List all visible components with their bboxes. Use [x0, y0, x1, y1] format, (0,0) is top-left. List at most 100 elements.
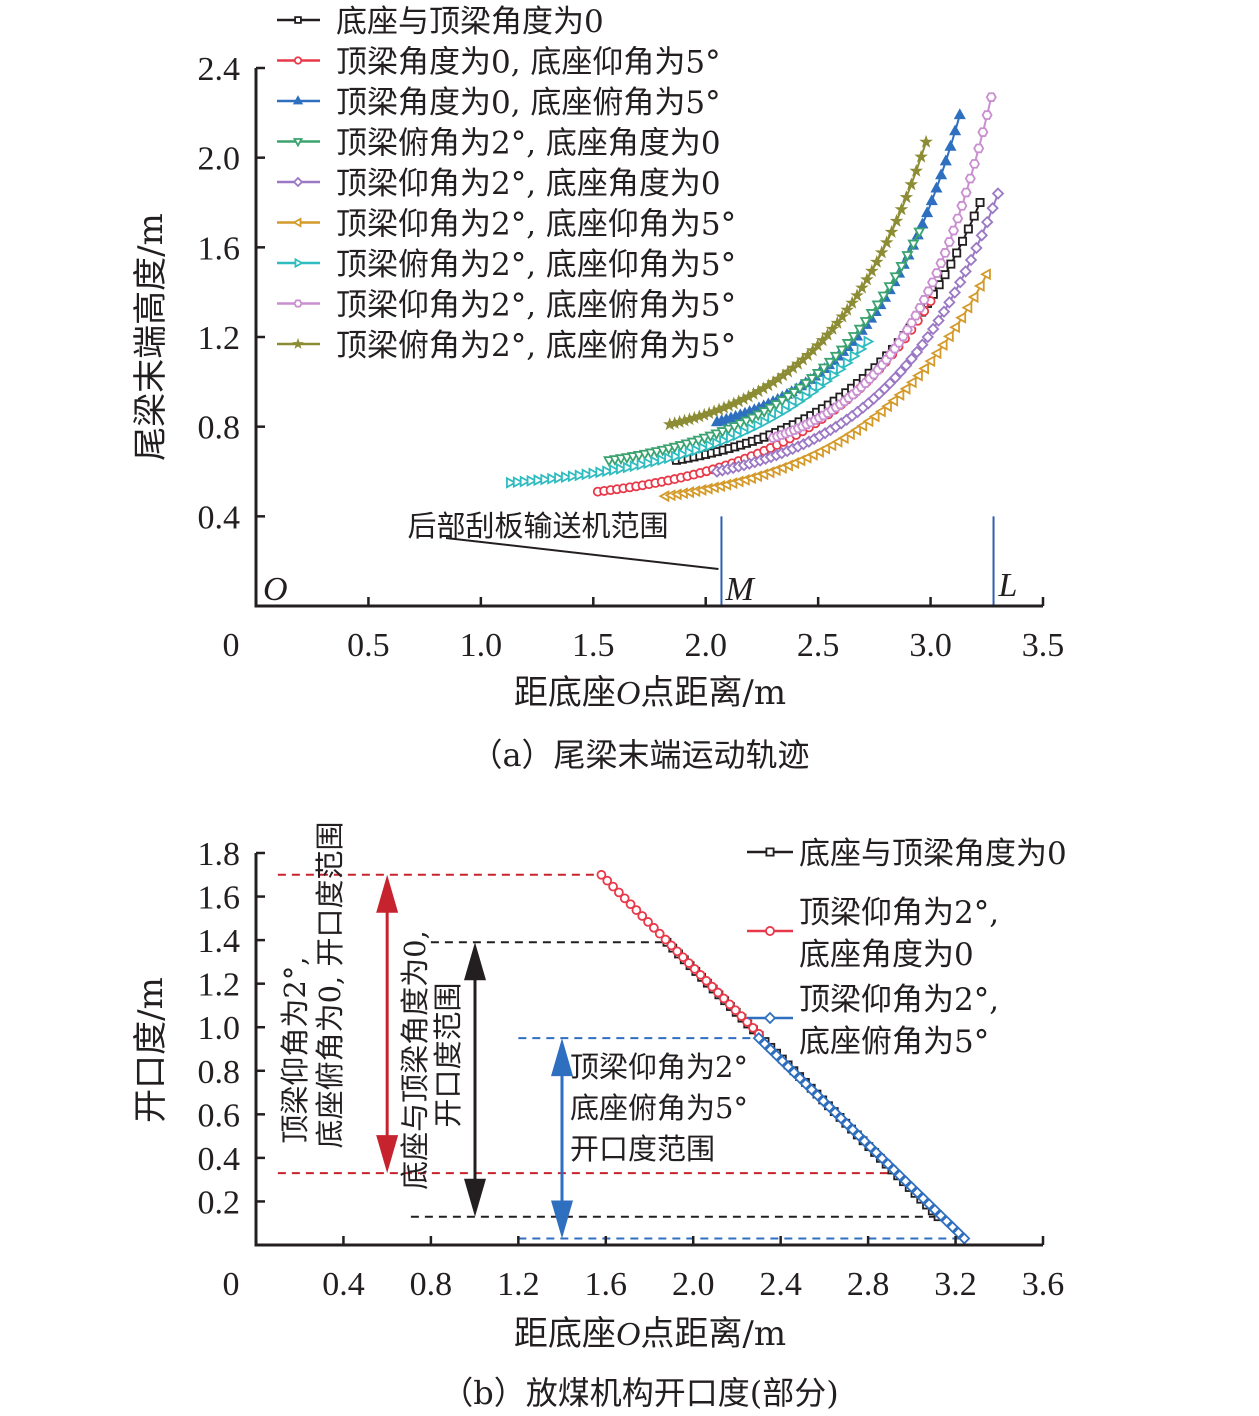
chart-a-data-point: [948, 286, 962, 299]
chart-a-data-point: [868, 410, 880, 423]
chart-a-data-point: [856, 342, 868, 355]
chart-b-data-point: [724, 999, 735, 1010]
chart-a-data-point: [935, 168, 948, 180]
chart-b-series-1: [596, 869, 764, 1039]
chart-a-data-point: [781, 404, 792, 417]
chart-b-legend-label-line: 底座俯角为5°: [799, 1024, 989, 1060]
range-marker-blue: 顶梁仰角为2° 底座俯角为5° 开口度范围: [518, 1037, 965, 1240]
chart-a-legend-label: 顶梁俯角为2°, 底座角度为0: [336, 126, 721, 162]
chart-b-data-point: [752, 1031, 765, 1045]
chart-b-data-point: [846, 1123, 859, 1136]
chart-a-data-point: [732, 429, 744, 442]
chart-a-data-point: [726, 431, 737, 444]
chart-a-data-point: [942, 330, 954, 343]
chart-a-data-point: [691, 444, 703, 457]
chart-a-data-point: [939, 154, 952, 166]
chart-b-legend-item: 顶梁仰角为2°, 底座俯角为5°: [747, 982, 999, 1060]
conveyor-range-label: 后部刮板输送机范围: [407, 509, 668, 543]
chart-a-data-point: [918, 295, 930, 305]
chart-a-data-point: [820, 327, 835, 341]
chart-b-data-point: [893, 1169, 906, 1182]
chart-a-data-point: [930, 347, 942, 360]
chart-a-data-point: [843, 428, 855, 441]
chart-a-legend: 底座与顶梁角度为0 顶梁角度为0, 底座仰角为5° 顶梁角度为0, 底座俯角为5° 顶…: [277, 4, 736, 364]
chart-a-legend-item: 顶梁仰角为2°, 底座角度为0: [277, 166, 721, 202]
chart-b-data-point: [649, 922, 659, 933]
chart-a-data-point: [686, 437, 699, 449]
chart-a-data-point: [746, 413, 759, 425]
chart-b-data-point: [608, 881, 618, 892]
chart-a-data-point: [739, 425, 751, 439]
chart-a-data-point: [910, 310, 922, 321]
chart-a-data-point: [953, 108, 966, 120]
chart-a-data-point: [849, 349, 861, 363]
chart-a-ylabel: 尾梁末端高度/m: [131, 213, 171, 461]
chart-a-data-point: [883, 282, 896, 294]
chart-b-data-point: [776, 1054, 789, 1068]
chart-a-legend-item: 顶梁角度为0, 底座仰角为5°: [277, 45, 721, 81]
chart-b-data-point: [637, 911, 648, 921]
chart-a-data-point: [801, 390, 813, 403]
chart-a-data-point: [960, 187, 972, 198]
chart-b-data-point: [748, 1023, 758, 1033]
chart-a-data-point: [975, 197, 985, 207]
range-label-line: 开口度范围: [570, 1132, 715, 1166]
chart-a-data-point: [914, 303, 926, 313]
chart-b-legend-marker: [765, 926, 775, 936]
chart-a-data-point: [927, 277, 939, 288]
chart-a-data-point: [808, 385, 820, 398]
chart-a-data-point: [842, 356, 854, 369]
chart-a-data-point: [931, 268, 943, 278]
chart-a-data-point: [734, 419, 747, 431]
chart-a-data-point: [930, 181, 943, 193]
chart-b-data-point: [805, 1083, 818, 1096]
chart-a-data-point: [939, 248, 951, 258]
chart-a-data-point: [952, 213, 964, 224]
chart-b-x-tick-label: 3.6: [1022, 1266, 1065, 1303]
chart-b-data-point: [799, 1077, 812, 1091]
chart-a-data-point: [829, 369, 841, 382]
arrow-head-down: [464, 1178, 486, 1217]
chart-a-data-point: [825, 439, 837, 452]
chart-a-data-point: [855, 280, 869, 294]
chart-a-data-point: [963, 224, 973, 234]
chart-a-data-point: [860, 272, 874, 286]
arrow-head-up: [376, 874, 399, 913]
chart-a-data-point: [916, 338, 929, 351]
chart-b-data-point: [596, 869, 607, 880]
chart-a-data-point: [787, 399, 799, 413]
point-m-label: M: [724, 571, 755, 608]
chart-a-legend-item: 顶梁仰角为2°, 底座俯角为5°: [277, 288, 736, 324]
chart-b-y-tick-label: 1.8: [198, 836, 241, 873]
chart-b-data-point: [952, 1226, 965, 1239]
chart-a-data-point: [975, 229, 989, 242]
chart-b-y-tick-label: 1.0: [198, 1010, 241, 1047]
chart-b-data-point: [823, 1100, 836, 1113]
chart-a-data-point: [865, 309, 878, 320]
chart-a-data-point: [949, 321, 960, 334]
chart-b-x-tick-label: 0.8: [410, 1266, 453, 1303]
chart-a-data-point: [728, 422, 741, 434]
chart-a-data-point: [859, 317, 872, 328]
chart-a-data-point: [764, 403, 777, 415]
chart-a-y-tick-label: 1.6: [198, 230, 241, 267]
chart-a-legend-label: 顶梁俯角为2°, 底座俯角为5°: [336, 328, 736, 364]
chart-b-data-point: [928, 1203, 942, 1216]
chart-a-xlabel-part1: 距底座: [514, 673, 616, 713]
chart-a-data-point: [936, 338, 948, 352]
chart-b-legend: 底座与顶梁角度为0 顶梁仰角为2°, 底座角度为0 顶梁仰角为2°, 底座俯角为5°: [747, 836, 1067, 1060]
chart-b-data-point: [695, 970, 706, 980]
chart-b-data-point: [870, 1146, 883, 1159]
chart-b-data-point: [707, 981, 718, 992]
chart-a-legend-marker: [292, 176, 304, 188]
chart-a-data-point: [787, 388, 801, 400]
chart-a-data-point: [664, 452, 676, 465]
chart-b-data-point: [701, 975, 712, 986]
chart-a-data-point: [879, 235, 894, 249]
chart-a-data-point: [921, 330, 934, 344]
chart-a-series-5: [658, 268, 991, 503]
chart-a-data-point: [899, 359, 913, 372]
chart-a-data-point: [877, 291, 890, 303]
chart-a-data-point: [811, 369, 824, 380]
chart-a-legend-label: 顶梁仰角为2°, 底座仰角为5°: [336, 207, 736, 243]
